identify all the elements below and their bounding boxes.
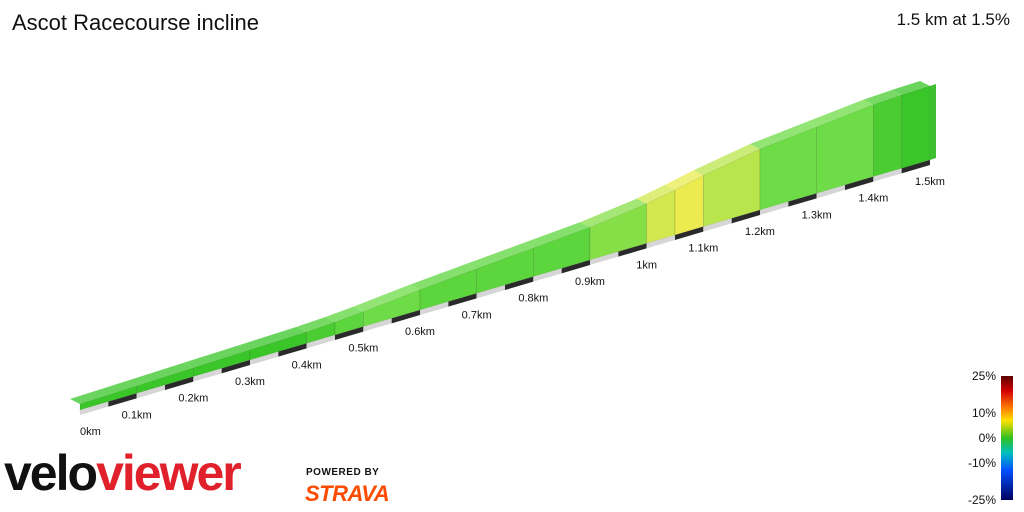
ribbon-segment (505, 276, 534, 290)
gradient-scale-label: 25% (972, 369, 996, 383)
ribbon-segment (760, 201, 789, 215)
page-title: Ascot Racecourse incline (12, 10, 260, 35)
ribbon-segment (816, 185, 845, 199)
distance-tick-label: 1.1km (688, 243, 718, 255)
ribbon-segment (845, 176, 874, 190)
profile-end-cap (930, 84, 936, 160)
ribbon-segment (193, 368, 222, 382)
profile-segment-top (863, 90, 902, 105)
distance-tick-label: 1.3km (802, 209, 832, 221)
gradient-scale-bar (1001, 376, 1013, 500)
ribbon-segment (476, 285, 505, 299)
strava-logo: STRAVA (305, 481, 390, 506)
powered-by-label: POWERED BY (306, 467, 380, 478)
ribbon-segment (278, 343, 307, 357)
logo-velo-text: velo (4, 445, 98, 501)
ribbon-segment (873, 168, 902, 182)
ribbon-segment (675, 226, 704, 240)
profile-segments (70, 81, 936, 411)
distance-tick-label: 1.2km (745, 226, 775, 238)
profile-segment-top (523, 222, 590, 248)
profile-segment-top (891, 81, 930, 96)
distance-tick-label: 0.1km (122, 409, 152, 421)
distance-tick-label: 0.4km (292, 359, 322, 371)
ribbon-segment (448, 293, 477, 307)
ribbon-segment (363, 318, 392, 332)
distance-tick-label: 0.5km (348, 343, 378, 355)
ribbon-segment (703, 218, 732, 232)
climb-summary: 1.5 km at 1.5% (896, 10, 1010, 29)
distance-tick-label: 0km (80, 426, 101, 438)
profile-segment-top (296, 317, 335, 332)
gradient-scale-label: -25% (968, 493, 996, 507)
ribbon-segment (221, 360, 250, 374)
distance-tick-label: 0.7km (462, 309, 492, 321)
profile-segment (901, 85, 931, 169)
ribbon-segment (250, 351, 279, 365)
distance-ticks: 0km 0.1km 0.2km 0.3km 0.4km 0.5km 0.6km 0.7km 0.… (80, 176, 945, 438)
profile-segment-top (126, 362, 194, 386)
distance-tick-label: 1.4km (858, 193, 888, 205)
gradient-color-scale: 25% 10% 0% -10% -25% (968, 369, 1013, 507)
ribbon-segment (788, 193, 817, 207)
profile-segment-top (806, 99, 874, 127)
profile-segment-top (410, 263, 477, 290)
gradient-scale-label: 0% (979, 431, 997, 445)
profile-segment-top (466, 243, 534, 269)
veloviewer-logo: veloviewer (4, 445, 242, 501)
profile-segment-top (70, 380, 137, 404)
gradient-scale-label: -10% (968, 456, 996, 470)
ribbon-segment (901, 160, 930, 174)
profile-segment-top (665, 170, 704, 190)
ribbon-segment (561, 260, 590, 274)
profile-segment-top (353, 284, 420, 312)
distance-tick-label: 0.6km (405, 326, 435, 338)
profile-segment-top (580, 198, 647, 228)
ribbon-segment (731, 210, 760, 224)
profile-segment-top (183, 344, 250, 368)
profile-segment (873, 94, 902, 178)
distance-tick-label: 0.9km (575, 276, 605, 288)
ribbon-segment (420, 301, 449, 315)
profile-segment-top (240, 326, 307, 350)
ribbon-segment (335, 326, 364, 340)
profile-segment-top (636, 184, 675, 204)
ribbon-segment (391, 310, 420, 324)
distance-tick-label: 1km (636, 259, 657, 271)
ribbon-segment (590, 251, 619, 265)
ribbon-segment (646, 235, 675, 249)
ribbon-segment (306, 335, 335, 349)
distance-tick-label: 0.3km (235, 376, 265, 388)
ribbon-segment (80, 401, 109, 415)
profile-segment-top (750, 121, 817, 150)
gradient-scale-label: 10% (972, 406, 996, 420)
profile-segment-top (325, 306, 364, 323)
logo-viewer-text: viewer (96, 445, 242, 501)
distance-tick-label: 1.5km (915, 176, 945, 188)
ribbon-segment (108, 393, 137, 407)
distance-tick-label: 0.2km (178, 393, 208, 405)
ribbon-segment (165, 376, 194, 390)
profile-segment-top (693, 144, 760, 176)
ribbon-segment (136, 385, 165, 399)
distance-tick-label: 0.8km (518, 293, 548, 305)
ribbon-segment (533, 268, 562, 282)
distance-ribbon (80, 160, 930, 415)
ribbon-segment (618, 243, 647, 257)
